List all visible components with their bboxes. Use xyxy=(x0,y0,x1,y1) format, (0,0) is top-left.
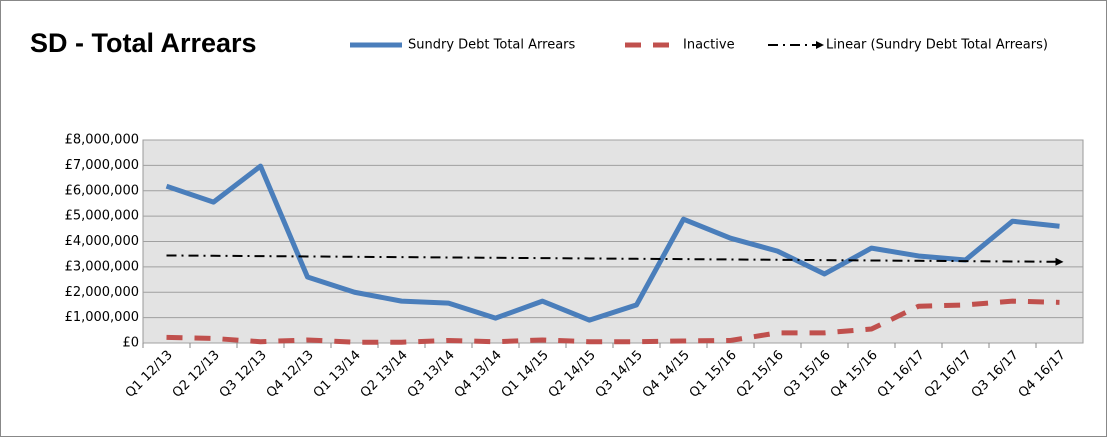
y-tick-label: £3,000,000 xyxy=(65,259,139,274)
y-tick-label: £5,000,000 xyxy=(65,209,139,224)
y-tick-label: £8,000,000 xyxy=(65,133,139,148)
y-tick-label: £2,000,000 xyxy=(65,285,139,300)
series-line xyxy=(166,298,1060,345)
legend-label: Linear (Sundry Debt Total Arrears) xyxy=(826,38,1048,53)
y-tick-label: £4,000,000 xyxy=(65,234,139,249)
legend-label: Sundry Debt Total Arrears xyxy=(408,38,576,53)
chart-title: SD - Total Arrears xyxy=(30,28,257,58)
y-tick-label: £6,000,000 xyxy=(65,183,139,198)
series-line xyxy=(166,254,1064,266)
y-tick-label: £7,000,000 xyxy=(65,158,139,173)
legend-label: Inactive xyxy=(683,38,735,53)
series-line xyxy=(165,163,1060,323)
y-tick-label: £0 xyxy=(122,336,139,351)
y-tick-label: £1,000,000 xyxy=(65,310,139,325)
